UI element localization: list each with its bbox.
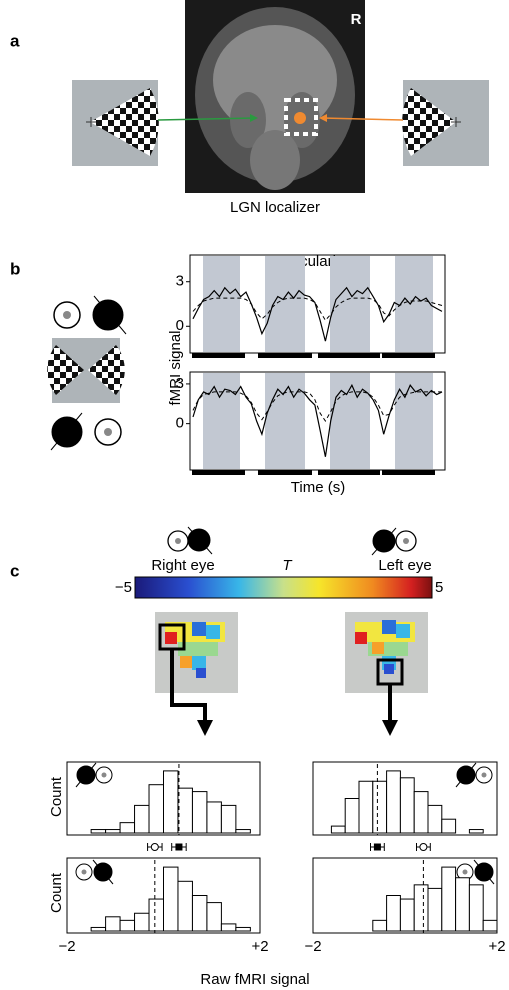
figure: a R LGN localizer b Ocularity fMRI signa… bbox=[0, 0, 509, 990]
mean-marker bbox=[374, 844, 381, 851]
histogram-bar bbox=[91, 830, 105, 833]
histogram-bar bbox=[221, 805, 235, 833]
histogram-bar bbox=[428, 888, 442, 931]
histogram-bar bbox=[373, 920, 387, 931]
histogram-bar bbox=[149, 899, 163, 931]
histogram-bar bbox=[120, 920, 134, 931]
histogram-bar bbox=[387, 896, 401, 932]
histogram-bar bbox=[345, 799, 359, 834]
histogram-bar bbox=[178, 881, 192, 931]
colorbar bbox=[135, 577, 432, 598]
y-tick-label: 0 bbox=[176, 317, 184, 334]
x-tick-label: −2 bbox=[304, 938, 321, 955]
histogram-bar bbox=[442, 819, 456, 833]
panel-label: b bbox=[10, 259, 20, 278]
histogram-bar bbox=[236, 927, 250, 931]
histogram-bar bbox=[456, 878, 470, 931]
histogram-bar bbox=[164, 771, 178, 833]
stimulus-block bbox=[330, 256, 370, 352]
stimulus-block bbox=[395, 373, 433, 469]
arrow-head bbox=[197, 720, 398, 736]
y-tick-label: 0 bbox=[176, 415, 184, 432]
histogram-bar bbox=[149, 785, 163, 833]
y-axis-label: fMRI signal bbox=[167, 330, 184, 405]
legend-label: Right eye bbox=[151, 557, 214, 574]
histogram-bar bbox=[442, 867, 456, 931]
mean-marker bbox=[175, 844, 182, 851]
histogram-bar bbox=[236, 830, 250, 833]
x-axis-label: Time (s) bbox=[291, 479, 345, 496]
x-axis-label: Raw fMRI signal bbox=[200, 971, 309, 988]
stimulus-bar bbox=[382, 353, 435, 358]
eye-icons bbox=[47, 296, 126, 450]
histogram-bar bbox=[207, 802, 221, 833]
histogram-bar bbox=[135, 913, 149, 931]
stimulus-block bbox=[265, 373, 305, 469]
histogram-bar bbox=[387, 771, 401, 833]
stimulus-bar bbox=[258, 470, 312, 475]
stimulus-right bbox=[402, 80, 489, 166]
histogram-bar bbox=[428, 805, 442, 833]
histogram-bar bbox=[164, 867, 178, 931]
caption: LGN localizer bbox=[230, 199, 320, 216]
histogram-bar bbox=[106, 917, 120, 931]
colorbar-tick-label: 5 bbox=[435, 579, 443, 596]
histogram-bar bbox=[207, 903, 221, 931]
histogram-bar bbox=[483, 920, 497, 931]
colorbar-tick-label: −5 bbox=[115, 579, 132, 596]
histogram-bar bbox=[414, 885, 428, 931]
panel-label: a bbox=[10, 31, 20, 50]
orientation-label: R bbox=[351, 11, 362, 28]
histogram-bar bbox=[400, 899, 414, 931]
panel-label: c bbox=[10, 561, 19, 580]
histogram-bar bbox=[400, 778, 414, 833]
mean-marker bbox=[151, 844, 158, 851]
histogram-bar bbox=[91, 927, 105, 931]
stimulus-bar bbox=[192, 470, 245, 475]
histogram-bar bbox=[414, 792, 428, 833]
stimulus-block bbox=[203, 373, 240, 469]
stimulus-bar bbox=[318, 353, 380, 358]
histogram-bar bbox=[469, 885, 483, 931]
histogram-bar bbox=[178, 788, 192, 833]
histogram-bar bbox=[192, 896, 206, 932]
x-tick-label: −2 bbox=[58, 938, 75, 955]
stimulus-bar bbox=[382, 470, 435, 475]
histogram-bar bbox=[192, 792, 206, 833]
histogram-bar bbox=[373, 781, 387, 833]
stimulus-bar bbox=[318, 470, 380, 475]
eye-icons bbox=[168, 527, 416, 555]
stimulus-bar bbox=[258, 353, 312, 358]
mean-marker bbox=[420, 844, 427, 851]
y-tick-label: 3 bbox=[176, 375, 184, 392]
y-tick-label: 3 bbox=[176, 273, 184, 290]
histogram-bar bbox=[359, 781, 373, 833]
x-tick-label: +2 bbox=[251, 938, 268, 955]
brain-image bbox=[185, 0, 365, 193]
stimulus-block bbox=[203, 256, 240, 352]
y-axis-label: Count bbox=[48, 872, 65, 913]
x-tick-label: +2 bbox=[488, 938, 505, 955]
t-map bbox=[155, 612, 428, 693]
stimulus-bar bbox=[192, 353, 245, 358]
histogram-bar bbox=[331, 826, 345, 833]
stimulus-block bbox=[265, 256, 305, 352]
colorbar-label: T bbox=[282, 557, 293, 574]
histogram-bar bbox=[106, 830, 120, 833]
histogram-bar bbox=[120, 823, 134, 833]
stimulus-left bbox=[72, 80, 159, 166]
histogram-bar bbox=[221, 924, 235, 931]
histogram-bar bbox=[469, 830, 483, 833]
y-axis-label: Count bbox=[48, 776, 65, 817]
legend-label: Left eye bbox=[378, 557, 431, 574]
histogram-bar bbox=[135, 805, 149, 833]
